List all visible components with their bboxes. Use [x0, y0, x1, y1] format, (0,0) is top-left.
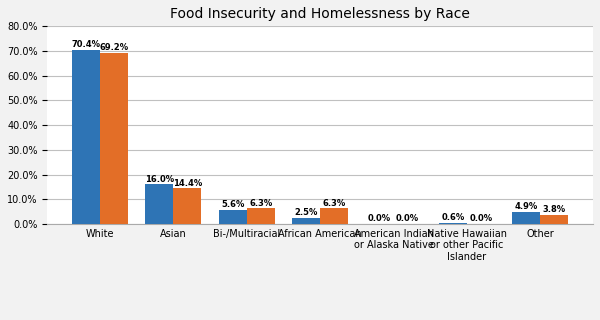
Bar [541, 215, 568, 224]
Bar [292, 218, 320, 224]
Text: 69.2%: 69.2% [100, 43, 128, 52]
Text: 5.6%: 5.6% [221, 200, 245, 209]
Text: 6.3%: 6.3% [249, 199, 272, 208]
Text: 0.6%: 0.6% [442, 213, 464, 222]
Text: 0.0%: 0.0% [469, 214, 493, 223]
Bar [439, 222, 467, 224]
Text: 0.0%: 0.0% [396, 214, 419, 223]
Text: 0.0%: 0.0% [368, 214, 391, 223]
Bar [145, 184, 173, 224]
Text: 3.8%: 3.8% [543, 205, 566, 214]
Bar [219, 210, 247, 224]
Text: 70.4%: 70.4% [71, 40, 101, 49]
Bar [247, 208, 275, 224]
Bar [320, 208, 348, 224]
Title: Food Insecurity and Homelessness by Race: Food Insecurity and Homelessness by Race [170, 7, 470, 21]
Bar [72, 50, 100, 224]
Bar [512, 212, 541, 224]
Text: 6.3%: 6.3% [322, 199, 346, 208]
Bar [173, 188, 201, 224]
Text: 4.9%: 4.9% [515, 202, 538, 211]
Text: 2.5%: 2.5% [295, 208, 318, 217]
Bar [100, 53, 128, 224]
Text: 16.0%: 16.0% [145, 175, 174, 184]
Text: 14.4%: 14.4% [173, 179, 202, 188]
